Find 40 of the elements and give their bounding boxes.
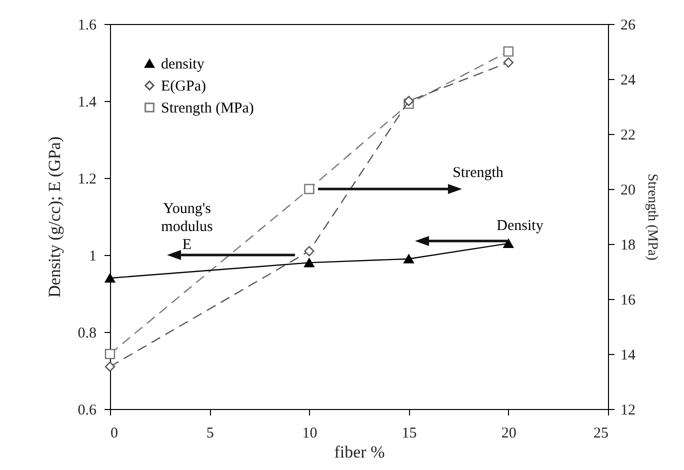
y2-tick-label: 20 <box>620 182 636 198</box>
x-tick-label: 20 <box>501 426 516 442</box>
y-tick-label: 0.8 <box>78 326 96 342</box>
x-tick-label: 15 <box>402 426 417 442</box>
y-tick-label: 1.6 <box>78 18 97 34</box>
y2-tick-label: 22 <box>620 128 636 144</box>
x-tick-label: 10 <box>302 426 318 442</box>
y-tick-label: 1 <box>89 248 96 264</box>
y2-axis-title: Strength (MPa) <box>644 174 660 261</box>
y2-tick-label: 12 <box>620 402 636 418</box>
point <box>304 258 314 268</box>
point <box>304 246 314 256</box>
y2-tick-label: 14 <box>620 348 636 364</box>
point <box>304 184 314 194</box>
y-tick-label: 1.4 <box>78 94 97 110</box>
legend-label: Strength (MPa) <box>161 100 254 116</box>
point <box>104 348 116 360</box>
x-tick-label: 5 <box>206 426 214 442</box>
x-tick-label: 0 <box>110 426 118 442</box>
point <box>503 57 514 68</box>
y-axis-title: Density (g/cc); E (GPa) <box>44 136 64 298</box>
legend-label: E(GPa) <box>161 78 206 94</box>
y-tick-label: 0.6 <box>78 402 97 418</box>
point <box>503 46 514 57</box>
x-tick-label: 25 <box>594 426 608 442</box>
point <box>104 274 116 283</box>
y2-tick-label: 18 <box>620 238 636 254</box>
y2-tick-label: 26 <box>620 18 636 34</box>
annotation: Young's modulus E <box>161 201 213 253</box>
annotation: Strength <box>452 165 504 181</box>
point <box>404 96 414 106</box>
point <box>404 254 414 264</box>
annotation: Density <box>496 218 544 234</box>
point <box>503 238 514 248</box>
y2-tick-label: 24 <box>620 72 636 88</box>
y2-tick-label: 16 <box>620 292 636 308</box>
y-tick-label: 1.2 <box>78 172 96 188</box>
legend-label: density <box>161 56 205 72</box>
x-axis-title: fiber % <box>334 442 385 462</box>
point <box>104 362 116 372</box>
